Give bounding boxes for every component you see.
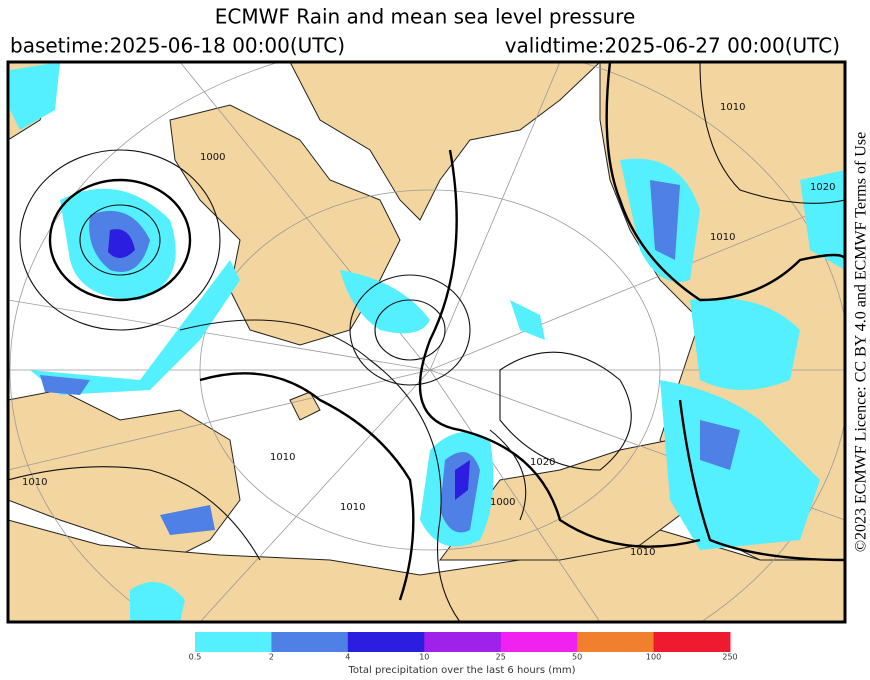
isobar-label: 1010 bbox=[340, 502, 365, 513]
map-iso-b bbox=[678, 399, 845, 562]
map-iso bbox=[489, 429, 527, 521]
map-iso bbox=[79, 204, 161, 276]
colorbar-swatch bbox=[424, 632, 502, 652]
map-r1 bbox=[510, 300, 545, 340]
isobar-label: 1020 bbox=[530, 457, 555, 468]
map-land bbox=[289, 391, 321, 421]
isobar-label: 1020 bbox=[810, 182, 835, 193]
colorbar-tick-label: 100 bbox=[646, 653, 661, 662]
colorbar-tick-label: 4 bbox=[345, 653, 350, 662]
map-iso-b bbox=[605, 62, 845, 302]
map-grid bbox=[9, 62, 845, 622]
map-iso bbox=[699, 62, 845, 204]
map-iso bbox=[349, 274, 471, 386]
colorbar-swatch bbox=[347, 632, 425, 652]
map-grid bbox=[8, 62, 845, 622]
isobar-label: 1010 bbox=[710, 232, 735, 243]
map-r1 bbox=[130, 582, 185, 622]
colorbar-tick-label: 10 bbox=[419, 653, 429, 662]
map-grid bbox=[199, 189, 661, 551]
map-r1 bbox=[800, 170, 845, 270]
basetime: basetime:2025-06-18 00:00(UTC) bbox=[10, 34, 345, 58]
title: ECMWF Rain and mean sea level pressure bbox=[215, 5, 636, 29]
colorbar-tick-label: 25 bbox=[496, 653, 506, 662]
map-r2 bbox=[650, 180, 680, 260]
colorbar-swatch bbox=[577, 632, 655, 652]
map-iso bbox=[8, 466, 261, 561]
colorbar-swatch bbox=[653, 632, 731, 652]
map-r3 bbox=[455, 460, 470, 500]
map-iso-b bbox=[418, 149, 701, 548]
map-r2 bbox=[40, 375, 90, 395]
colorbar-swatch bbox=[195, 632, 272, 652]
map-iso-b bbox=[48, 178, 192, 302]
map-iso bbox=[499, 351, 632, 471]
licence: ©2023 ECMWF Licence: CC BY 4.0 and ECMWF… bbox=[853, 132, 870, 552]
colorbar-tick-label: 50 bbox=[572, 653, 582, 662]
colorbar-swatch bbox=[500, 632, 578, 652]
isobar-label: 1010 bbox=[270, 452, 295, 463]
colorbar-tick-label: 0.5 bbox=[189, 653, 202, 662]
colorbar-caption: Total precipitation over the last 6 hour… bbox=[347, 665, 575, 676]
map-r3 bbox=[108, 229, 135, 259]
map-land bbox=[289, 62, 601, 221]
validtime: validtime:2025-06-27 00:00(UTC) bbox=[505, 34, 840, 58]
isobar-label: 1000 bbox=[490, 497, 515, 508]
map-r1 bbox=[10, 62, 60, 130]
map-frame bbox=[6, 60, 847, 624]
map-iso bbox=[374, 299, 446, 361]
colorbar-swatch bbox=[271, 632, 349, 652]
colorbar-tick-label: 250 bbox=[722, 653, 737, 662]
map-r1 bbox=[690, 298, 800, 390]
isobar-label: 1010 bbox=[630, 547, 655, 558]
map-iso bbox=[19, 149, 221, 331]
map-r2 bbox=[700, 420, 740, 470]
map-r2 bbox=[160, 505, 215, 535]
isobar-label: 1010 bbox=[720, 102, 745, 113]
colorbar-tick-label: 2 bbox=[269, 653, 274, 662]
map-iso-b bbox=[199, 372, 415, 601]
isobar-label: 1000 bbox=[200, 152, 225, 163]
map: 1000 1010 1020 1010 1000 1010 1020 1010 … bbox=[8, 62, 845, 622]
map-iso bbox=[179, 319, 461, 622]
map-r1 bbox=[340, 270, 430, 334]
colorbar: 0.5 2 4 10 25 50 100 250 bbox=[189, 632, 738, 662]
isobar-label: 1010 bbox=[22, 477, 47, 488]
